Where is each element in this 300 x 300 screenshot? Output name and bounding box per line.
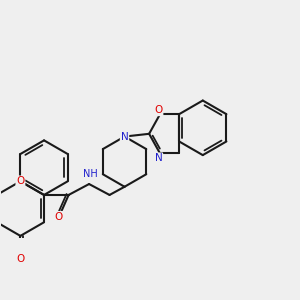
Text: N: N [121, 131, 128, 142]
Text: O: O [55, 212, 63, 222]
Text: O: O [16, 176, 25, 186]
Text: O: O [16, 254, 25, 264]
Text: NH: NH [83, 169, 98, 179]
Text: O: O [154, 105, 163, 115]
Text: N: N [154, 153, 162, 163]
